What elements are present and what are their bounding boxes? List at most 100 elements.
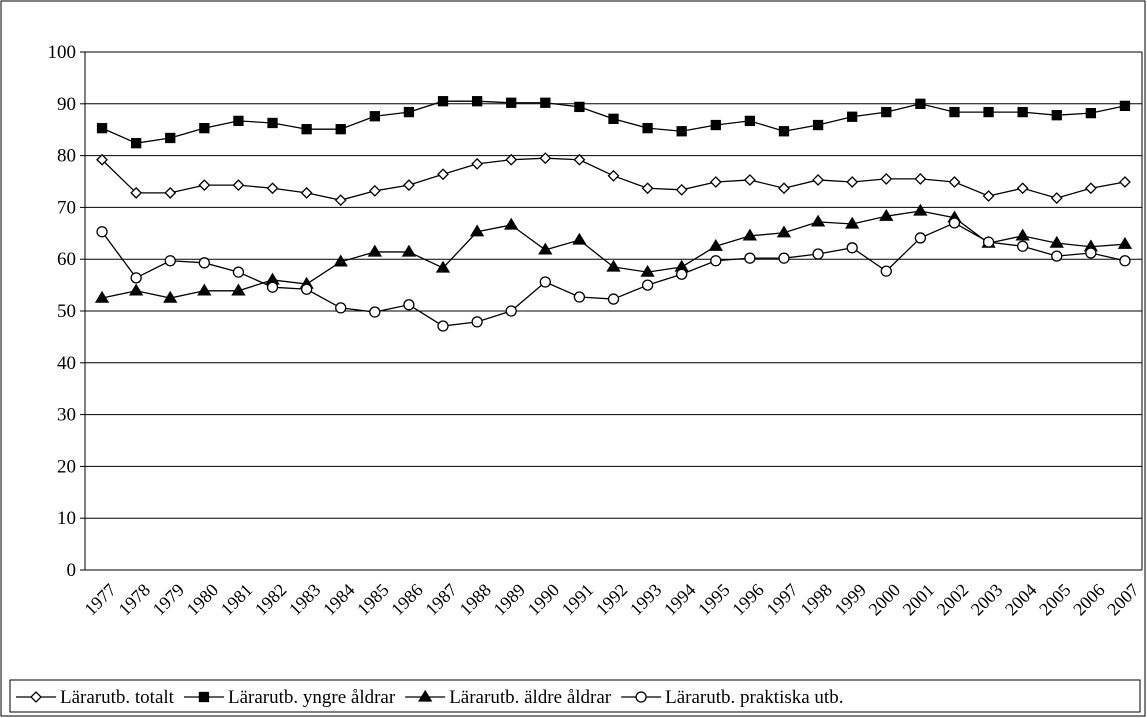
marker [710,255,722,267]
marker [369,111,380,122]
marker [810,214,826,227]
marker [1051,110,1062,121]
marker [471,316,483,328]
marker [1119,176,1131,188]
marker [1084,182,1097,195]
marker [915,98,926,109]
marker [1049,235,1064,248]
marker [334,194,347,207]
marker [539,276,551,288]
marker [744,115,756,127]
y-tick-label: 100 [48,42,77,63]
legend-label: Lärarutb. praktiska utb. [665,687,843,708]
marker [607,169,620,182]
marker [469,224,485,237]
marker [812,174,824,186]
marker [130,272,142,284]
marker [165,132,176,144]
marker [505,305,517,317]
legend-label: Lärarutb. äldre åldrar [449,687,612,708]
marker [1051,250,1063,262]
marker [199,122,210,134]
marker [1085,247,1097,259]
marker [635,691,647,703]
marker [573,291,586,303]
marker [948,217,961,229]
marker [538,242,553,255]
marker [437,320,449,332]
marker [742,228,758,241]
marker [608,113,619,124]
marker [198,691,210,703]
y-tick-label: 90 [57,94,76,115]
marker [335,302,347,314]
marker [164,255,176,267]
marker [232,266,245,278]
marker [504,217,519,230]
marker [776,225,792,238]
legend-box [9,679,1141,713]
y-tick-label: 30 [57,405,76,426]
marker [539,152,552,165]
marker [369,306,381,318]
marker [948,176,961,188]
marker [1050,192,1063,204]
marker [506,97,517,108]
marker [232,179,245,192]
marker [401,244,417,257]
legend: Lärarutb. totalt Lärarutb. yngre åldrar Lä… [9,679,1141,713]
marker [403,179,415,192]
marker [1015,228,1030,241]
marker [949,106,960,118]
marker [607,293,620,305]
marker [983,106,994,118]
marker [231,283,246,296]
marker [437,168,449,181]
marker [675,183,688,196]
marker [847,111,858,122]
marker [1085,107,1097,119]
y-tick-label: 40 [57,353,76,374]
marker [572,232,587,245]
marker [198,257,210,269]
marker [1119,255,1131,267]
marker [778,126,790,137]
marker [367,244,382,257]
marker [880,172,893,185]
marker [266,281,279,293]
marker [1119,100,1131,112]
marker [846,176,859,188]
marker [163,290,178,303]
marker [914,232,927,244]
marker [744,252,756,264]
marker [471,96,483,107]
marker [573,153,586,166]
marker [676,268,688,280]
marker [197,283,212,296]
marker [709,176,722,188]
marker [1017,106,1028,118]
marker [368,184,381,197]
marker [94,290,110,303]
marker [640,264,655,277]
marker [403,106,415,118]
marker [982,190,995,202]
marker [812,248,824,260]
marker [880,265,892,277]
marker [300,186,313,199]
marker [333,254,348,267]
marker [233,115,244,127]
marker [881,106,892,118]
marker [198,179,211,192]
marker [982,236,995,248]
marker [418,689,433,702]
marker [778,182,790,195]
marker [471,157,484,170]
marker [300,283,313,295]
legend-label: Lärarutb. totalt [60,687,175,708]
marker [1016,182,1029,195]
y-tick-label: 10 [57,508,76,529]
marker [267,117,278,129]
